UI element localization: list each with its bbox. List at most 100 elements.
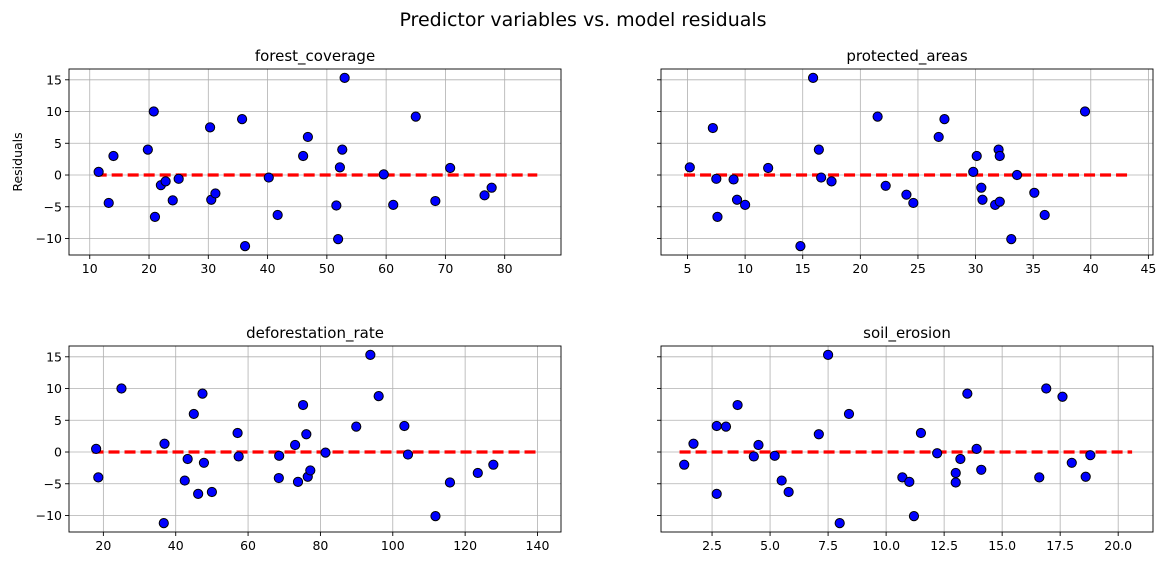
data-point [807,72,819,83]
axes-frame [68,345,562,533]
axes-frame [660,68,1154,256]
data-point [968,166,979,177]
data-point [731,194,743,205]
data-point [976,182,987,193]
data-point [711,488,722,500]
data-point [712,211,723,223]
data-point [732,399,743,411]
panel-title: soil_erosion [863,324,951,343]
data-point [688,438,699,449]
data-point [378,169,389,180]
data-point [158,518,169,529]
y-tick-label: 10 [46,381,62,396]
x-tick-label: 12.5 [930,538,958,553]
data-point [301,429,312,440]
data-point [1006,234,1017,245]
data-point [193,488,204,500]
data-point [182,453,193,465]
data-point [1034,472,1045,483]
data-point [149,211,161,223]
x-tick-label: 20.0 [1104,538,1132,553]
data-point [816,172,827,183]
data-point [908,511,920,522]
y-tick-label: −5 [44,199,62,214]
x-tick-label: 60 [240,538,256,553]
data-point [915,427,927,439]
y-tick-label: 5 [54,136,62,151]
x-tick-label: 70 [437,261,453,276]
data-point [753,439,764,451]
y-tick-label: −5 [44,476,62,491]
x-tick-label: 120 [453,538,477,553]
panel-title: forest_coverage [255,47,375,66]
data-point [932,448,943,459]
x-tick-label: 17.5 [1046,538,1074,553]
data-point [776,475,787,486]
data-point [188,408,199,420]
data-point [444,477,456,488]
data-point [826,176,837,187]
data-point [399,420,410,432]
panel-soil_erosion: soil_erosion 2.5 5.0 7.5 10.0 12.5 15.0 17.5 20.… [657,324,1154,553]
axes-frame [68,68,562,256]
figure-title: Predictor variables vs. model residuals [399,9,766,31]
data-point [1079,106,1091,117]
axes-frame [660,345,1154,533]
data-point [843,408,855,420]
data-point [333,234,344,245]
x-tick-label: 40 [1083,261,1099,276]
data-point [684,162,695,173]
x-tick-label: 35 [1025,261,1041,276]
x-tick-label: 30 [968,261,984,276]
data-point [976,464,987,475]
data-point [763,162,774,174]
x-tick-label: 20 [141,261,157,276]
data-point [994,196,1005,207]
x-tick-label: 10 [737,261,753,276]
data-point [388,199,399,210]
y-tick-label: −10 [36,231,62,246]
data-point [373,391,384,402]
x-tick-label: 5 [684,261,692,276]
data-point [445,162,456,174]
data-point [1029,187,1040,198]
data-point [904,476,915,487]
data-point [1066,457,1077,468]
y-tick-label: 10 [46,104,62,119]
data-point [728,174,739,185]
x-tick-label: 40 [260,261,276,276]
data-point [337,144,348,155]
x-tick-label: 20 [852,261,868,276]
data-point [331,200,342,211]
data-point [159,438,170,449]
data-point [160,176,171,187]
data-point [872,111,883,122]
data-point [488,459,499,470]
y-axis-label: Residuals [10,132,25,191]
data-point [933,131,944,143]
data-point [273,472,284,484]
data-point [1085,450,1096,461]
data-point [351,421,362,432]
data-point [290,439,301,451]
data-point [795,241,806,252]
data-point [971,150,982,162]
data-point [1057,391,1068,402]
data-point [679,459,690,470]
data-point [236,114,248,125]
y-tick-label: 0 [54,445,62,460]
x-tick-label: 140 [526,538,550,553]
data-point [198,457,210,468]
x-tick-label: 10 [82,261,98,276]
data-point [813,144,824,155]
data-point [962,388,973,399]
data-point [901,189,912,200]
data-point [1080,471,1091,482]
data-point [297,399,309,411]
data-point [320,447,331,458]
data-point [720,421,732,432]
data-point [711,420,722,432]
data-point [813,429,824,440]
